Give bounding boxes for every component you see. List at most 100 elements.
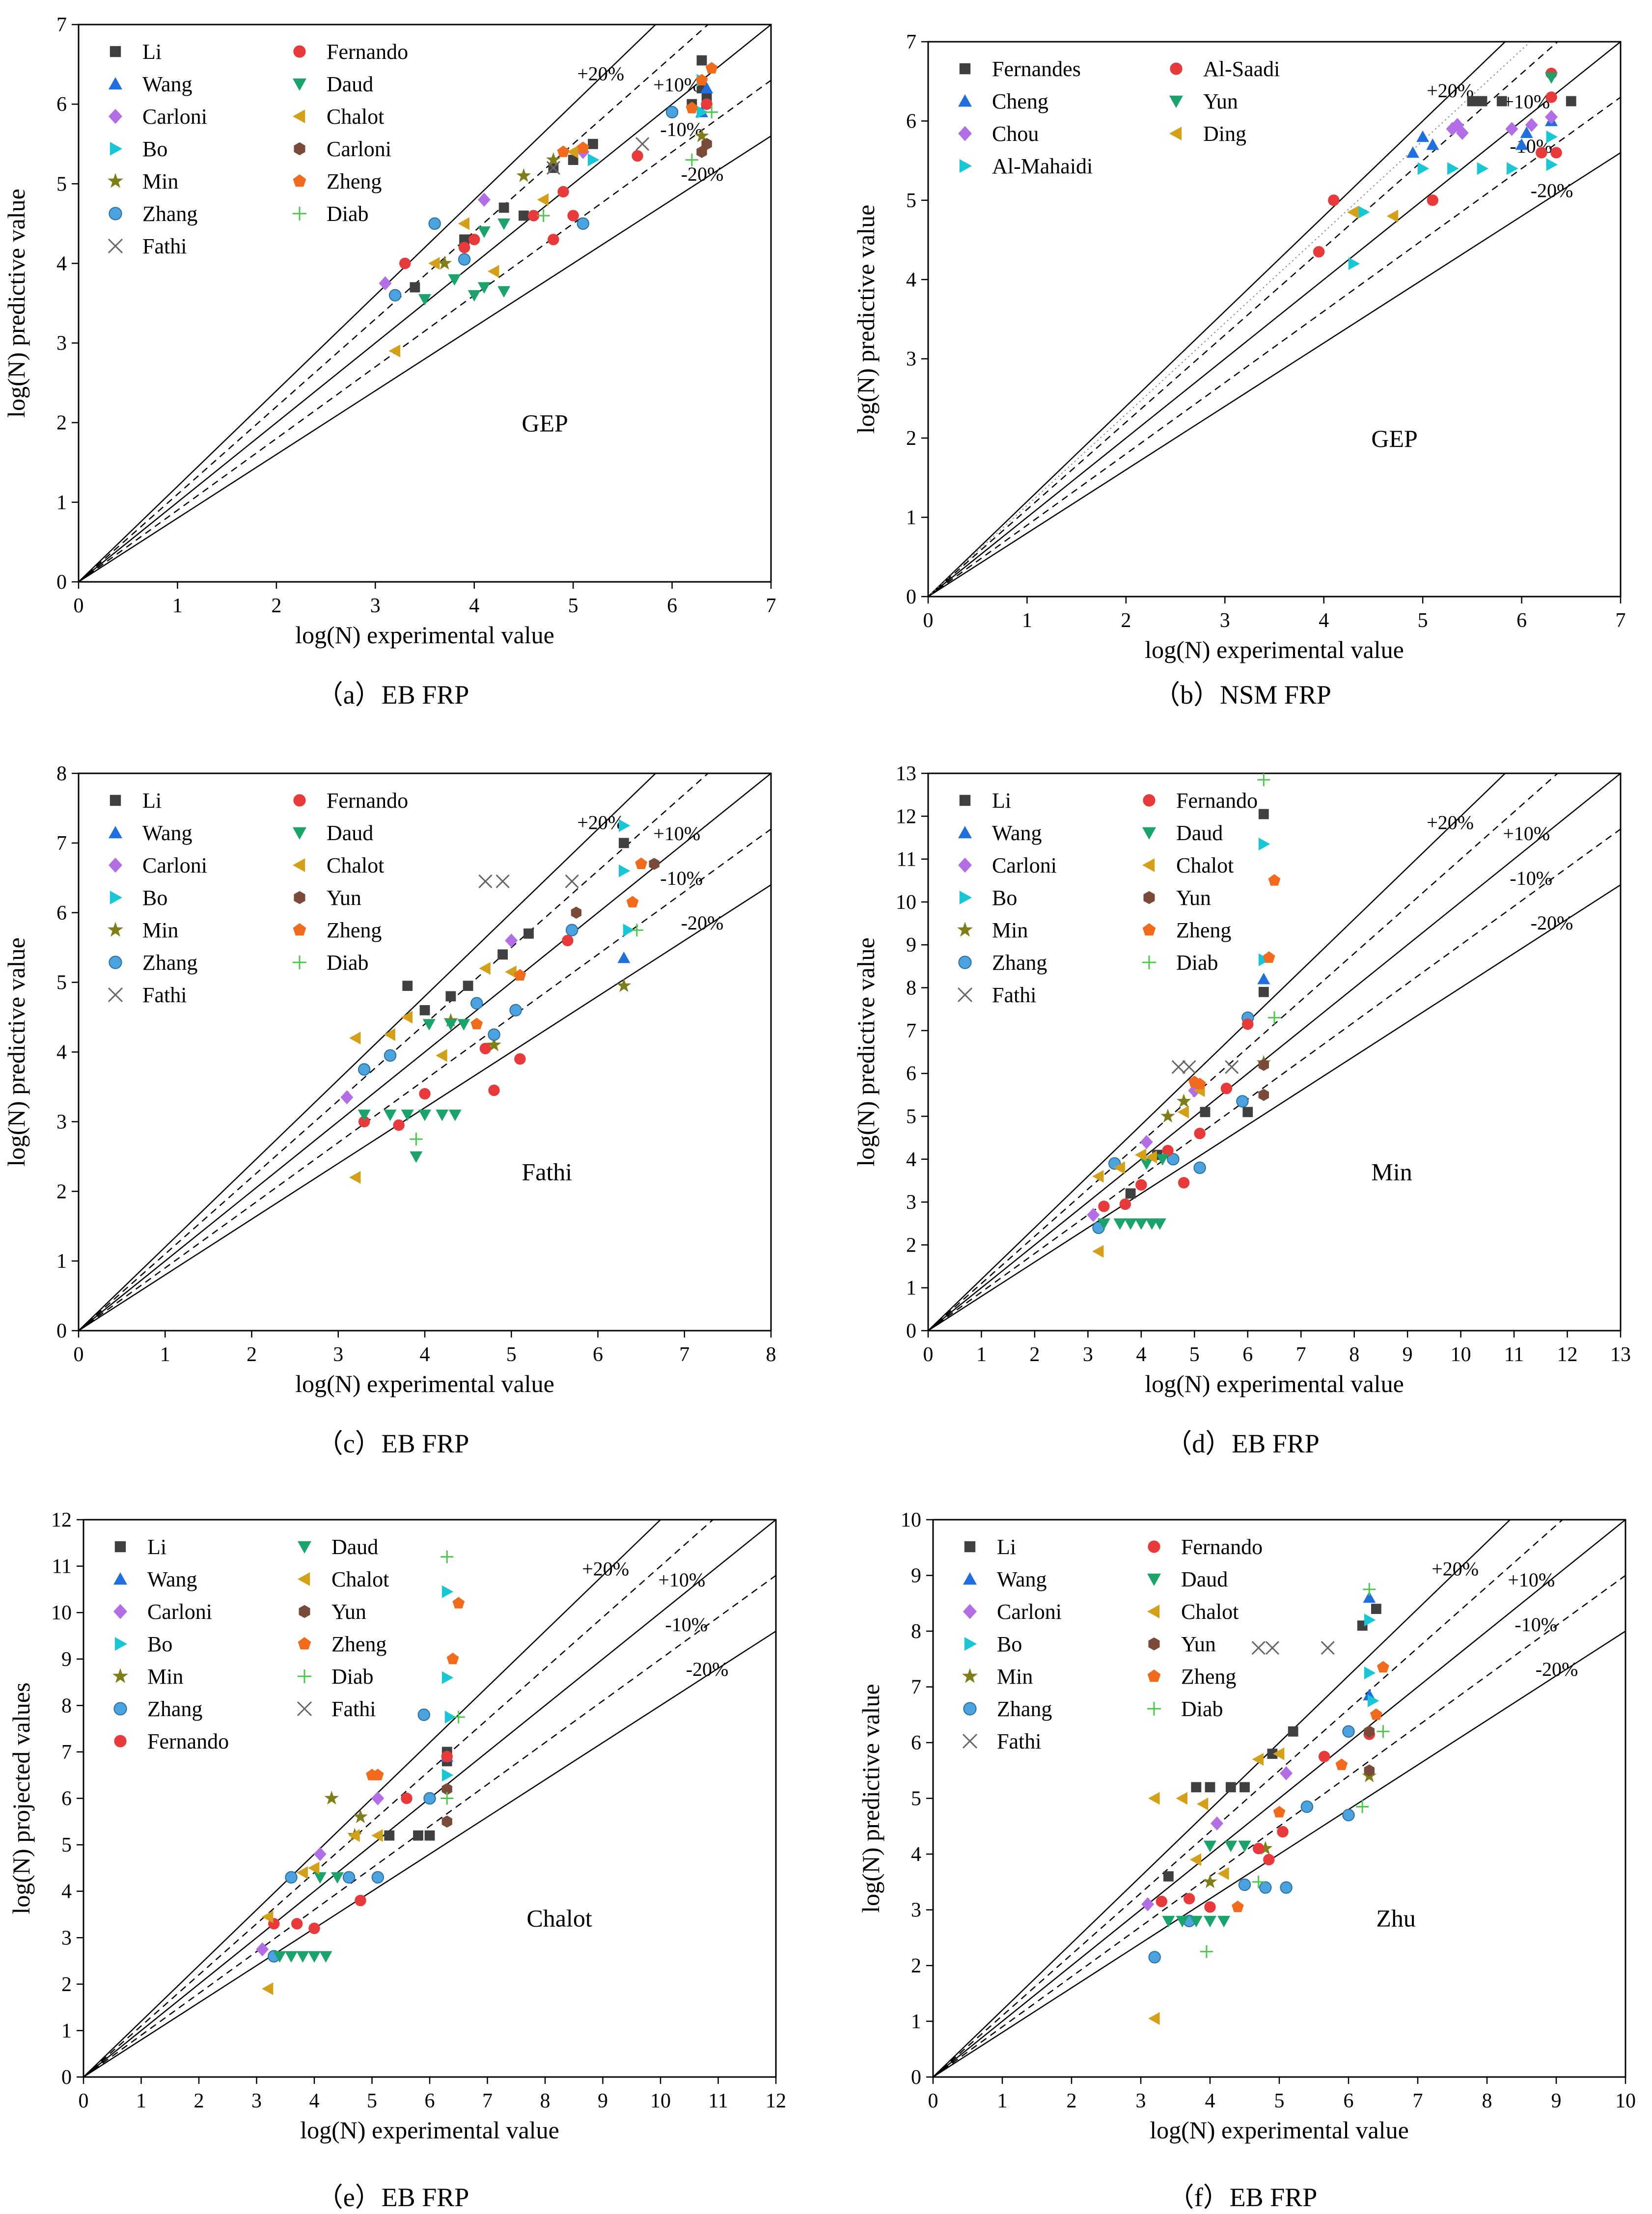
line-minus-10 [79,80,771,582]
data-point-daud [1134,1218,1148,1230]
x-stroke-b [1321,1640,1335,1655]
legend: Fernandes Cheng Chou Al-Mahaidi Al-Saadi Yun D… [958,57,1280,178]
data-point-wang [700,82,714,94]
caption-e: （e）EB FRP [316,2183,469,2212]
band-label: +10% [1503,91,1550,113]
data-point-zhang [1342,1725,1355,1738]
y-tick-label: 2 [911,1955,921,1977]
legend-marker-zheng [293,174,306,187]
line-plus-20 [83,1520,661,2077]
legend-marker-bo [964,1637,977,1651]
data-point-li [1191,1782,1202,1793]
x-tick-label: 13 [1610,1343,1631,1366]
line-minus-20 [928,884,1621,1331]
line-plus-20 [928,42,1506,597]
data-point-wang [617,951,631,963]
y-tick-label: 3 [906,1191,916,1214]
x-tick-label: 6 [667,595,677,617]
data-point-daud [1162,1915,1175,1928]
data-point-al-mahaidi [1507,162,1518,175]
x-tick-label: 1 [1022,609,1032,632]
line-plus-10 [79,773,709,1331]
data-point-li [1258,986,1269,997]
x-tick-label: 7 [1296,1343,1306,1366]
legend-marker-min [962,1668,978,1683]
model-label: Min [1371,1158,1412,1186]
data-point-chalot [458,217,469,230]
y-tick-label: 9 [911,1565,921,1587]
data-point-chalot [537,193,549,206]
legend-marker-carloni [109,857,122,873]
data-point-zheng [1273,1805,1286,1818]
x-tick-label: 3 [333,1343,343,1366]
legend-label: Zheng [1181,1665,1236,1689]
data-point-daud [1204,1840,1216,1852]
legend-label: Diab [327,951,369,975]
band-label: +10% [653,74,700,96]
data-point-fernando [1263,1854,1275,1866]
y-tick-label: 0 [911,2066,921,2089]
data-point-al-mahaidi [1358,206,1370,219]
chart-panel-a: +20% +10% -10% -20% 00 1 1 2 2 3 3 4 4 5 5 6 6 7 7 log(N) e… [2,14,776,649]
data-point-zhang [1236,1095,1249,1108]
legend: Li Wang Carloni Bo Min Zhang Fathi Fernando Daud… [957,789,1258,1007]
reference-lines [928,773,1621,1331]
y-tick-label: 9 [61,1648,72,1671]
data-point-fathi [478,874,493,888]
data-point-bo [444,1710,457,1723]
x-stroke-b [108,987,123,1003]
x-axis-label: log(N) experimental value [295,1370,554,1397]
data-point-chalot [1148,2012,1160,2025]
data-point-li [1371,1604,1381,1614]
y-tick-label: 3 [56,332,67,355]
legend-label: Daud [331,1535,378,1559]
x-stroke-b [962,1733,978,1749]
legend-label: Fathi [142,983,187,1007]
legend-marker-min [112,1668,128,1683]
band-label: -20% [686,1658,729,1680]
legend-label: Yun [327,886,361,910]
data-point-chalot [428,257,440,270]
legend-label: Fathi [997,1729,1041,1753]
band-label: -10% [660,118,703,140]
plot-frame [78,24,772,583]
data-point-fernando [479,1042,492,1055]
legend-marker-yun [294,891,305,904]
data-point-fernando [632,150,643,162]
data-point-zhang [470,997,483,1010]
data-point-fernando [458,242,470,253]
reference-lines [928,42,1621,597]
legend-label: Zheng [327,169,382,193]
y-tick-label: 4 [56,1041,67,1064]
y-tick-label: 6 [906,110,916,133]
line-identity [933,1520,1625,2077]
data-point-bo [623,924,635,937]
data-point-zheng [514,969,526,981]
data-point-li [588,138,598,149]
legend-label: Fathi [142,234,187,258]
legend-label: Bo [992,886,1017,910]
data-point-zheng [470,1017,483,1030]
data-point-zhang [384,1049,397,1062]
x-tick-label: 6 [1516,609,1527,632]
data-point-chou [1456,126,1469,140]
data-point-fernando [1184,1893,1195,1905]
x-tick-label: 4 [1205,2090,1215,2112]
data-point-zhang [577,217,589,230]
legend-marker-zheng [298,1637,311,1650]
data-point-zheng [1268,874,1281,886]
line-plus-10 [928,773,1559,1331]
legend-marker-al-saadi [1170,62,1183,75]
data-point-diab [630,924,643,937]
data-point-chalot [348,1829,360,1842]
legend-marker-wang [109,77,122,90]
legend-label: Li [142,789,162,813]
data-point-li [568,155,578,165]
y-tick-label: 4 [61,1881,72,1903]
y-axis-label: log(N) predictive value [2,189,30,417]
data-point-li [1239,1782,1250,1793]
legend-marker-chalot [293,109,305,123]
data-point-zheng [1377,1661,1389,1673]
legend-label: Fernando [327,40,408,64]
